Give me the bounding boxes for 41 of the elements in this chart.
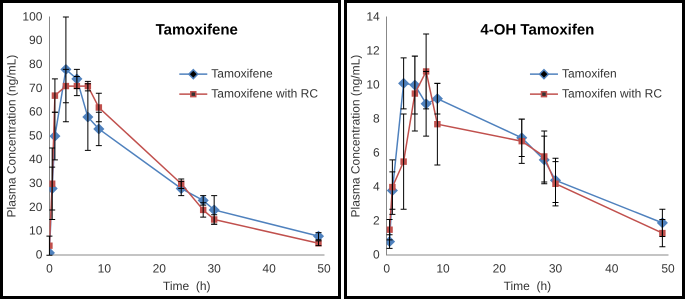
y-tick-label: 12 [366, 43, 380, 58]
x-tick-label: 0 [46, 262, 54, 276]
y-tick-label: 8 [373, 111, 380, 126]
y-tick-label: 0 [36, 248, 43, 262]
chart-title: 4-OH Tamoxifen [480, 22, 594, 39]
y-tick-label: 4 [373, 179, 380, 194]
y-tick-label: 80 [29, 56, 43, 71]
chart-title: Tamoxifene [156, 22, 238, 39]
x-axis-title: Time (h) [162, 279, 210, 294]
x-tick-label: 40 [262, 262, 276, 276]
y-tick-label: 14 [366, 9, 380, 24]
y-tick-label: 10 [366, 77, 380, 92]
y-axis-title: Plasma Concentration (ng/mL) [4, 54, 19, 218]
x-tick-label: 10 [98, 262, 112, 276]
y-tick-label: 40 [29, 152, 43, 166]
y-axis-title: Plasma Concentration (ng/mL) [348, 54, 363, 218]
x-tick-label: 40 [605, 262, 619, 276]
x-tick-label: 0 [383, 262, 390, 276]
y-tick-label: 20 [29, 200, 43, 214]
x-axis-title: Time (h) [504, 279, 552, 294]
y-tick-label: 2 [373, 213, 380, 228]
legend-label: Tamoxifene [211, 66, 273, 80]
y-tick-label: 0 [373, 248, 380, 262]
x-tick-label: 50 [661, 262, 675, 276]
x-tick-label: 10 [436, 262, 450, 276]
legend-label: Tamoxifene with RC [211, 86, 318, 100]
y-tick-label: 30 [29, 176, 43, 190]
x-tick-label: 50 [317, 262, 331, 276]
x-tick-label: 30 [207, 262, 222, 276]
legend-label: Tamoxifen with RC [562, 86, 662, 100]
legend-label: Tamoxifen [562, 66, 617, 80]
x-tick-label: 20 [492, 262, 506, 276]
y-tick-label: 70 [29, 80, 43, 95]
x-tick-label: 20 [152, 262, 166, 276]
x-tick-label: 30 [548, 262, 562, 276]
y-tick-label: 50 [29, 128, 43, 142]
y-tick-label: 6 [373, 145, 380, 160]
y-tick-label: 10 [29, 224, 43, 238]
y-tick-label: 100 [22, 9, 43, 24]
y-tick-label: 90 [29, 33, 43, 48]
y-tick-label: 60 [29, 104, 43, 119]
